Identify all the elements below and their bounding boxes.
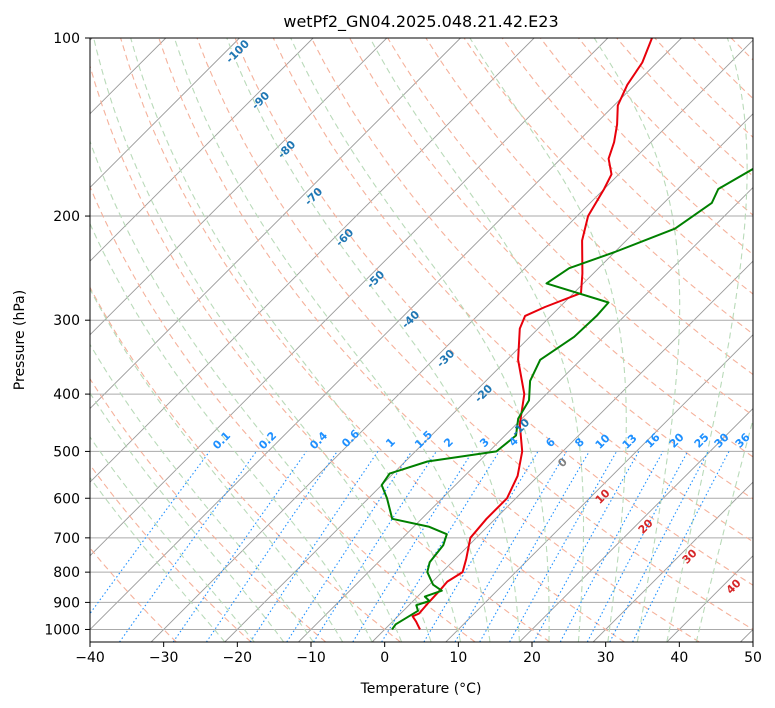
moist-adiabat-line [90, 476, 226, 642]
moist-adiabat-line [226, 38, 521, 642]
y-tick-label: 400 [53, 387, 80, 403]
mixing-ratio-line [172, 451, 307, 642]
chart-title: wetPf2_GN04.2025.048.21.42.E23 [283, 12, 558, 32]
mixing-ratio-line [313, 451, 437, 642]
moist-adiabat-line [90, 287, 344, 642]
mixing-ratio-line [205, 451, 338, 642]
dry-adiabat-line [272, 38, 753, 543]
dry-adiabat-line [90, 377, 327, 642]
plot-background [90, 38, 753, 642]
moist-adiabat-line [90, 222, 373, 642]
moist-adiabat-line [593, 38, 681, 642]
dry-adiabat-line [463, 38, 753, 335]
mixing-ratio-line [381, 451, 500, 642]
moist-adiabat-line [90, 343, 314, 642]
y-tick-label: 500 [53, 444, 80, 460]
dry-adiabat-line [158, 38, 700, 642]
isotherm-line [90, 38, 682, 631]
isotherm-line [150, 39, 753, 642]
mixing-ratio-line [559, 451, 664, 642]
isotherm-line [90, 38, 314, 262]
x-tick-label: −20 [223, 650, 253, 666]
isotherm-line [224, 113, 753, 642]
y-axis-label: Pressure (hPa) [12, 290, 28, 390]
mixing-ratio-line [632, 451, 730, 642]
dry-adiabat-line [501, 38, 753, 295]
isobars [90, 38, 753, 630]
moist-adiabats [90, 38, 753, 642]
dry-adiabat-line [90, 463, 252, 642]
moist-adiabat-line [695, 417, 753, 642]
x-axis-label: Temperature (°C) [360, 681, 482, 697]
y-tick-label: 700 [53, 531, 80, 547]
moist-adiabat-line [90, 139, 403, 642]
isotherm-line [90, 38, 535, 483]
moist-adiabat-line [90, 436, 255, 642]
mixing-ratio-lines [90, 451, 730, 642]
x-tick-label: 50 [744, 650, 762, 666]
y-tick-label: 200 [53, 209, 80, 225]
mixing-ratio-line [533, 451, 640, 642]
moist-adiabat-line [469, 38, 627, 642]
x-tick-label: 0 [380, 650, 389, 666]
y-tick-label: 300 [53, 313, 80, 329]
y-tick-label: 100 [53, 31, 80, 47]
isotherm-line [592, 481, 753, 642]
y-tick-label: 800 [53, 565, 80, 581]
x-tick-label: 40 [670, 650, 688, 666]
mixing-ratio-line [90, 451, 211, 615]
x-tick-label: 10 [449, 650, 467, 666]
isotherm-line [90, 38, 609, 557]
profiles [380, 38, 753, 631]
mixing-ratio-line [286, 451, 413, 642]
y-tick-label: 900 [53, 595, 80, 611]
mixing-ratio-line [119, 451, 257, 642]
axis-ticks: −40 −30 −20 −10 0 10 20 30 40 50 100 200 300 400 500 60… [44, 31, 762, 666]
moist-adiabat-line [93, 38, 432, 642]
isotherm-line [371, 260, 753, 642]
dry-adiabat-line [120, 38, 625, 642]
moist-adiabat-line [290, 38, 550, 642]
y-tick-label: 600 [53, 491, 80, 507]
isotherm-line [90, 38, 461, 410]
x-tick-label: −30 [149, 650, 179, 666]
dry-adiabat-line [769, 38, 775, 642]
x-tick-label: 30 [597, 650, 615, 666]
moist-adiabat-line [369, 38, 585, 642]
dry-adiabat-line [196, 38, 753, 631]
moist-adiabat-line [90, 392, 285, 642]
temperature-profile-line [411, 38, 653, 630]
dry-adiabats [90, 38, 775, 642]
y-tick-label: 1000 [44, 622, 80, 638]
isotherm-line [90, 38, 388, 336]
moist-adiabat-line [666, 38, 748, 642]
mixing-ratio-line [509, 451, 618, 642]
mixing-ratio-line [249, 451, 379, 642]
x-tick-label: −10 [296, 650, 326, 666]
dry-adiabat-line [90, 64, 551, 642]
dewpoint-profile-line [380, 167, 753, 631]
isotherm-line [90, 38, 240, 189]
x-tick-label: 20 [523, 650, 541, 666]
dry-adiabat-line [234, 38, 753, 586]
x-tick-label: −40 [75, 650, 105, 666]
moist-adiabat-line [130, 38, 462, 642]
plot-frame [89, 37, 754, 643]
moist-adiabat-line [173, 38, 491, 642]
dry-adiabat-line [310, 38, 753, 500]
